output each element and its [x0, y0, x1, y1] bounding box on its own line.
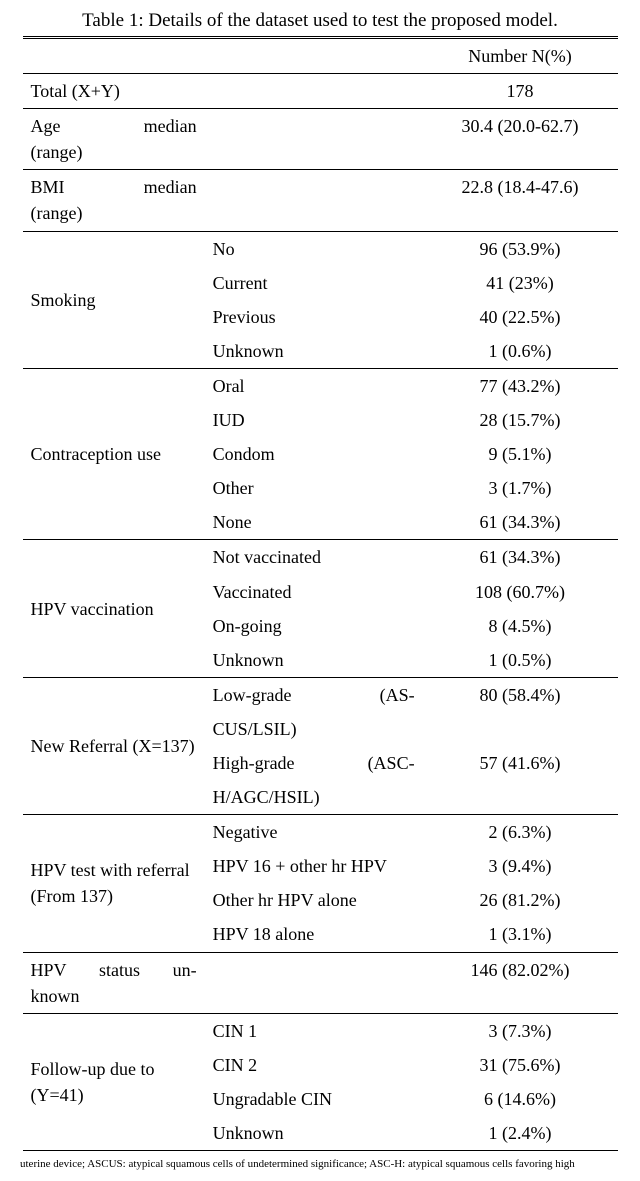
- row-contra-val0: 77 (43.2%): [423, 368, 618, 403]
- row-hpvvacc-cat2: On-going: [205, 609, 423, 643]
- row-smoking-cat0: No: [205, 231, 423, 266]
- row-total-label: Total (X+Y): [23, 74, 205, 109]
- row-contra-cat4: None: [205, 505, 423, 540]
- row-contra-cat0: Oral: [205, 368, 423, 403]
- row-hpvtest-cat0: Negative: [205, 815, 423, 850]
- row-newref-cat2a-r: (ASC-: [368, 750, 415, 776]
- row-smoking-val0: 96 (53.9%): [423, 231, 618, 266]
- dataset-table: Number N(%) Total (X+Y) 178 Age median(r…: [23, 36, 618, 1151]
- header-empty-2: [205, 38, 423, 74]
- row-total-mid: [205, 74, 423, 109]
- row-age-mid: [205, 109, 423, 170]
- row-newref-val0: 80 (58.4%): [423, 677, 618, 712]
- row-smoking-cat2: Previous: [205, 300, 423, 334]
- row-hpvunk-mid: [205, 952, 423, 1013]
- row-followup-cat0: CIN 1: [205, 1013, 423, 1048]
- row-contra-val1: 28 (15.7%): [423, 403, 618, 437]
- row-hpvunk-val: 146 (82.02%): [423, 952, 618, 1013]
- row-bmi-val: 22.8 (18.4-47.6): [423, 170, 618, 231]
- row-newref-cat2a-l: High-grade: [213, 750, 295, 776]
- header-number: Number N(%): [423, 38, 618, 74]
- row-total-val: 178: [423, 74, 618, 109]
- row-newref-label: New Referral (X=137): [23, 677, 205, 814]
- row-smoking-val1: 41 (23%): [423, 266, 618, 300]
- row-followup-val3: 1 (2.4%): [423, 1116, 618, 1151]
- row-contra-val4: 61 (34.3%): [423, 505, 618, 540]
- table-caption: Table 1: Details of the dataset used to …: [20, 10, 620, 32]
- row-followup-val1: 31 (75.6%): [423, 1048, 618, 1082]
- row-hpvtest-cat1: HPV 16 + other hr HPV: [205, 849, 423, 883]
- row-hpvvacc-cat1: Vaccinated: [205, 575, 423, 609]
- row-followup-cat1: CIN 2: [205, 1048, 423, 1082]
- row-newref-blank2: [423, 780, 618, 815]
- row-hpvtest-val0: 2 (6.3%): [423, 815, 618, 850]
- row-hpvvacc-val3: 1 (0.5%): [423, 643, 618, 678]
- row-hpvtest-cat2: Other hr HPV alone: [205, 883, 423, 917]
- row-age-val: 30.4 (20.0-62.7): [423, 109, 618, 170]
- row-smoking-cat1: Current: [205, 266, 423, 300]
- row-newref-val1: 57 (41.6%): [423, 746, 618, 780]
- row-newref-cat2a: High-grade (ASC-: [205, 746, 423, 780]
- row-hpvvacc-label: HPV vaccination: [23, 540, 205, 677]
- row-followup-cat2: Ungradable CIN: [205, 1082, 423, 1116]
- row-bmi-label: BMI median(range): [23, 170, 205, 231]
- row-newref-cat1a-r: (AS-: [380, 682, 415, 708]
- row-newref-cat2c: H/AGC/HSIL): [205, 780, 423, 815]
- row-followup-val2: 6 (14.6%): [423, 1082, 618, 1116]
- row-hpvvacc-cat3: Unknown: [205, 643, 423, 678]
- row-followup-label: Follow-up due to (Y=41): [23, 1013, 205, 1150]
- table-footnote: uterine device; ASCUS: atypical squamous…: [20, 1157, 620, 1171]
- row-contra-cat3: Other: [205, 471, 423, 505]
- row-hpvtest-val1: 3 (9.4%): [423, 849, 618, 883]
- row-hpvvacc-cat0: Not vaccinated: [205, 540, 423, 575]
- row-contra-cat2: Condom: [205, 437, 423, 471]
- row-hpvtest-val2: 26 (81.2%): [423, 883, 618, 917]
- row-contra-val3: 3 (1.7%): [423, 471, 618, 505]
- row-hpvvacc-val1: 108 (60.7%): [423, 575, 618, 609]
- row-newref-cat1c: CUS/LSIL): [205, 712, 423, 746]
- row-followup-cat3: Unknown: [205, 1116, 423, 1151]
- row-contra-label: Contraception use: [23, 368, 205, 539]
- row-bmi-mid: [205, 170, 423, 231]
- header-empty-1: [23, 38, 205, 74]
- row-smoking-label: Smoking: [23, 231, 205, 368]
- row-hpvvacc-val2: 8 (4.5%): [423, 609, 618, 643]
- row-contra-val2: 9 (5.1%): [423, 437, 618, 471]
- row-hpvvacc-val0: 61 (34.3%): [423, 540, 618, 575]
- row-hpvtest-label: HPV test with referral (From 137): [23, 815, 205, 952]
- row-smoking-val2: 40 (22.5%): [423, 300, 618, 334]
- row-hpvunk-label: HPV status un-known: [23, 952, 205, 1013]
- row-age-label: Age median(range): [23, 109, 205, 170]
- row-newref-cat1a: Low-grade (AS-: [205, 677, 423, 712]
- row-hpvtest-cat3: HPV 18 alone: [205, 917, 423, 952]
- row-newref-cat1a-l: Low-grade: [213, 682, 292, 708]
- row-hpvtest-val3: 1 (3.1%): [423, 917, 618, 952]
- row-newref-blank1: [423, 712, 618, 746]
- row-contra-cat1: IUD: [205, 403, 423, 437]
- row-smoking-cat3: Unknown: [205, 334, 423, 369]
- row-smoking-val3: 1 (0.6%): [423, 334, 618, 369]
- row-followup-val0: 3 (7.3%): [423, 1013, 618, 1048]
